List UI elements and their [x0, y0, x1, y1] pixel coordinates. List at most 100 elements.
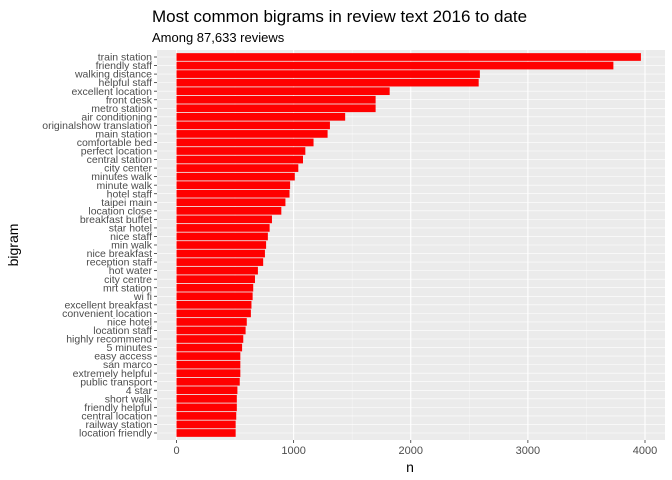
y-tick-label: hotel staff — [107, 188, 152, 200]
bar — [176, 232, 268, 241]
bar — [176, 258, 264, 266]
y-tick-label: perfect location — [81, 146, 152, 158]
y-tick-label: central station — [87, 154, 153, 166]
y-axis-title: bigram — [5, 224, 21, 267]
y-tick-label: easy access — [94, 351, 152, 363]
bar — [176, 249, 265, 258]
y-tick-label: location close — [88, 205, 152, 217]
bar — [176, 394, 237, 403]
y-tick-label: metro station — [91, 103, 152, 115]
y-tick-label: reception staff — [86, 257, 152, 269]
y-tick-label: location staff — [93, 325, 152, 337]
bar — [176, 61, 614, 70]
bar — [176, 147, 306, 155]
x-tick-labels: 0 1000 2000 3000 4000 — [173, 440, 657, 457]
y-tick-label: city centre — [104, 274, 152, 286]
y-tick-label: minutes walk — [91, 171, 152, 183]
x-tick-label: 1000 — [281, 445, 305, 457]
bar — [176, 275, 255, 284]
y-tick-label: originalshow translation — [42, 120, 152, 132]
bar — [176, 241, 267, 249]
bar — [176, 403, 237, 412]
y-tick-label: friendly helpful — [84, 402, 152, 414]
y-tick-label: wi fi — [133, 291, 152, 303]
x-tick-label: 2000 — [399, 445, 423, 457]
y-tick-label: city center — [104, 163, 152, 175]
bar — [176, 386, 238, 395]
y-tick-label: nice hotel — [107, 317, 152, 329]
bar — [176, 87, 390, 96]
y-tick-label: front desk — [106, 94, 153, 106]
bar — [176, 104, 376, 113]
chart-title: Most common bigrams in review text 2016 … — [152, 7, 527, 26]
bar — [176, 412, 237, 420]
y-tick-label: 4 star — [126, 385, 153, 397]
bar — [176, 112, 346, 121]
bar — [176, 78, 479, 87]
x-tick-label: 3000 — [516, 445, 540, 457]
bar — [176, 164, 299, 172]
y-tick-label: hot water — [109, 265, 153, 277]
bar — [176, 95, 376, 104]
y-tick-label: main station — [95, 129, 152, 141]
bar — [176, 155, 303, 164]
y-tick-label: minute walk — [97, 180, 153, 192]
y-tick-label: excellent breakfast — [64, 299, 152, 311]
bar — [176, 335, 244, 343]
y-tick-label: walking distance — [74, 69, 152, 81]
bar — [176, 130, 328, 138]
bar — [176, 70, 480, 78]
x-tick-label: 0 — [173, 445, 179, 457]
bar — [176, 369, 241, 378]
bar — [176, 53, 641, 61]
bar — [176, 292, 253, 301]
y-tick-label: air conditioning — [81, 111, 152, 123]
bar — [176, 206, 282, 215]
y-tick-label: taipei main — [101, 197, 152, 209]
y-tick-label: min walk — [111, 240, 153, 252]
y-tick-label: comfortable bed — [77, 137, 152, 149]
y-tick-label: convenient location — [62, 308, 152, 320]
bar — [176, 420, 236, 429]
bar — [176, 198, 286, 207]
bar — [176, 318, 247, 326]
bar — [176, 224, 270, 232]
y-tick-label: nice staff — [110, 231, 152, 243]
bar — [176, 326, 246, 335]
y-tick-label: san marco — [103, 359, 152, 371]
bar — [176, 360, 241, 369]
bar — [176, 266, 258, 275]
bar — [176, 300, 252, 309]
x-tick-label: 4000 — [633, 445, 657, 457]
y-tick-label: mrt station — [103, 282, 152, 294]
y-tick-label: train station — [98, 52, 152, 64]
bar — [176, 352, 241, 360]
bar — [176, 181, 291, 190]
y-tick-label: railway station — [85, 419, 152, 431]
y-tick-label: location friendly — [79, 428, 153, 440]
y-tick-label: public transport — [80, 376, 152, 388]
y-tick-label: friendly staff — [96, 60, 152, 72]
y-tick-label: highly recommend — [66, 334, 152, 346]
bar — [176, 189, 290, 198]
bar — [176, 343, 243, 352]
bar — [176, 121, 330, 130]
y-tick-label: star hotel — [109, 223, 152, 235]
bar — [176, 377, 240, 386]
y-tick-label: extremely helpful — [73, 368, 152, 380]
y-tick-label: excellent location — [71, 86, 152, 98]
chart-subtitle: Among 87,633 reviews — [152, 30, 285, 45]
y-tick-label: helpful staff — [98, 77, 152, 89]
bar — [176, 172, 295, 181]
bar — [176, 215, 272, 224]
y-tick-label: nice breakfast — [87, 248, 152, 260]
bars — [176, 53, 641, 437]
y-tick-label: short walk — [105, 393, 153, 405]
y-tick-label: breakfast buffet — [80, 214, 152, 226]
x-axis-title: n — [406, 459, 414, 475]
bar — [176, 283, 254, 292]
y-tick-label: 5 minutes — [106, 342, 152, 354]
y-tick-label: central location — [81, 411, 152, 423]
